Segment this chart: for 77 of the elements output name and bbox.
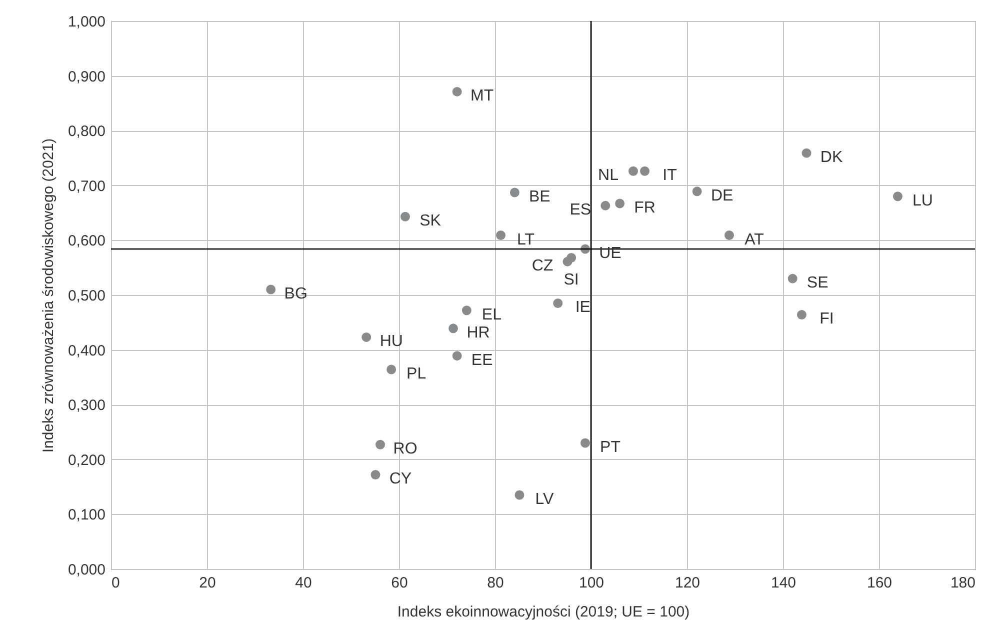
y-tick-label: 0,600	[68, 232, 106, 250]
point	[566, 253, 576, 262]
point	[362, 332, 372, 342]
point	[553, 298, 563, 308]
y-tick-label: 0,100	[68, 506, 106, 524]
y-tick-label: 1,000	[68, 14, 106, 30]
point	[376, 440, 386, 450]
y-tick-label: 0,300	[68, 397, 106, 414]
point	[452, 351, 462, 361]
annotation: PL	[406, 366, 426, 383]
x-tick-label: 20	[199, 574, 216, 592]
y-tick-label: 0,900	[68, 68, 106, 86]
annotation: IT	[662, 167, 678, 184]
annotation: LT	[517, 231, 535, 248]
point	[580, 438, 590, 448]
annotation: DK	[820, 149, 843, 166]
y-tick-label: 0,400	[68, 342, 106, 360]
annotation: NL	[598, 167, 619, 184]
annotation: SE	[806, 274, 828, 292]
point	[370, 470, 380, 480]
annotation: UE	[599, 244, 622, 262]
point	[514, 490, 524, 500]
point	[615, 198, 625, 208]
annotation: AT	[744, 231, 764, 248]
point	[892, 192, 902, 202]
annotation: FI	[820, 310, 834, 328]
y-tick-label: 0,500	[68, 288, 106, 304]
point	[452, 86, 462, 96]
y-axis-title: Indeks zrównoważenia środowiskowego (2021)	[40, 138, 57, 453]
point	[788, 274, 798, 284]
x-tick-label: 40	[295, 574, 312, 592]
annotation: BE	[529, 188, 550, 206]
annotation: SK	[420, 212, 442, 230]
point	[266, 284, 276, 294]
annotation: DE	[710, 187, 734, 204]
point	[600, 200, 610, 210]
annotation: HU	[380, 333, 403, 350]
x-tick-label: 120	[674, 574, 700, 592]
annotation: IE	[575, 299, 590, 316]
point	[462, 306, 472, 316]
annotation: HR	[466, 324, 490, 342]
x-tick-label: 80	[487, 574, 504, 592]
point	[640, 166, 650, 176]
annotation: CY	[389, 470, 412, 488]
point	[628, 166, 638, 176]
annotation: EL	[482, 306, 502, 324]
x-tick-label: 160	[866, 574, 892, 592]
x-axis-title: Indeks ekoinnowacyjności (2019; UE = 100)	[397, 604, 690, 620]
x-tick-label: 180	[950, 574, 976, 592]
point	[692, 186, 702, 196]
annotation: PT	[600, 438, 621, 456]
y-tick-label: 0,200	[68, 452, 106, 469]
annotation: SI	[564, 272, 579, 289]
point	[496, 230, 506, 240]
annotation: RO	[393, 440, 418, 458]
point	[724, 230, 734, 240]
point	[802, 148, 812, 158]
y-tick-label: 0,700	[68, 178, 106, 195]
annotation: LU	[912, 192, 933, 210]
point	[448, 324, 458, 334]
x-tick-label: 0	[112, 574, 120, 592]
annotation: MT	[470, 88, 494, 105]
annotation: LV	[535, 491, 554, 508]
x-tick-label: 140	[770, 574, 796, 592]
point	[400, 212, 410, 222]
x-tick-label: 100	[578, 574, 604, 592]
point	[796, 310, 806, 320]
annotation: EE	[471, 352, 493, 369]
annotation: ES	[570, 202, 592, 219]
annotation: FR	[634, 199, 656, 216]
annotation: BG	[284, 286, 308, 303]
x-tick-label: 60	[391, 574, 408, 592]
point	[386, 364, 396, 374]
annotation: CZ	[532, 258, 554, 275]
y-tick-label: 0,000	[68, 562, 106, 578]
y-tick-label: 0,800	[68, 123, 106, 140]
point	[510, 188, 520, 198]
